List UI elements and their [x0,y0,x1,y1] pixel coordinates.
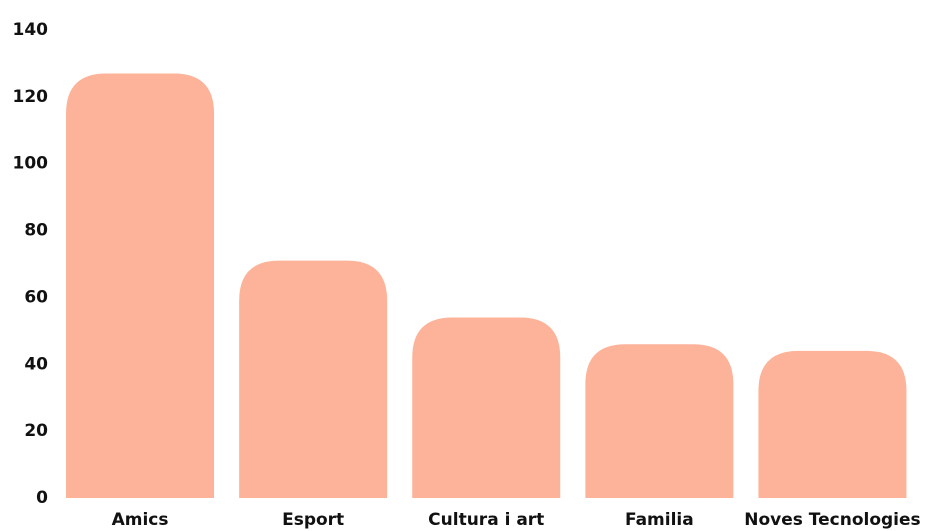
bar [758,350,907,498]
x-tick-label: Noves Tecnologies [744,510,920,530]
y-tick-label: 20 [24,421,48,441]
y-tick-label: 140 [13,20,49,40]
y-tick-label: 80 [24,221,48,241]
x-tick-label: Cultura i art [428,510,544,530]
y-tick-label: 40 [24,354,48,374]
bar [412,317,561,498]
x-tick-label: Familia [625,510,694,530]
y-tick-label: 100 [13,154,49,174]
x-tick-label: Amics [112,510,169,530]
y-tick-label: 0 [36,488,48,508]
bar [66,73,215,498]
bar [239,260,388,498]
y-tick-label: 120 [13,87,49,107]
x-tick-label: Esport [282,510,344,530]
y-tick-label: 60 [24,287,48,307]
bar [585,344,734,498]
